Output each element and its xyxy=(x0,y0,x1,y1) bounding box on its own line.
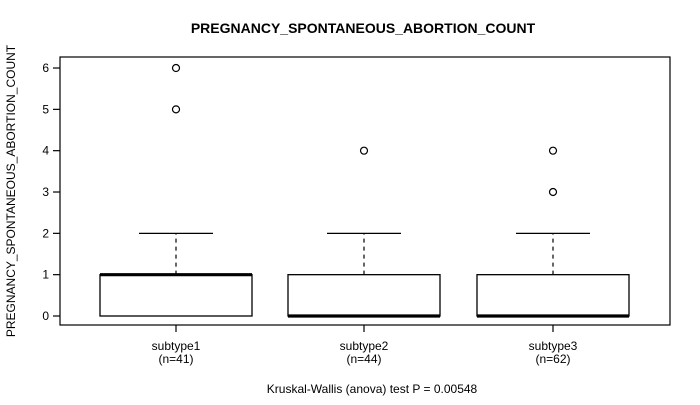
boxplot-box xyxy=(287,274,441,317)
y-tick-label: 5 xyxy=(42,102,49,116)
x-tick-sublabel: (n=44) xyxy=(346,352,381,366)
y-tick-label: 2 xyxy=(42,226,49,240)
outlier-point xyxy=(171,63,181,73)
y-axis-label: PREGNANCY_SPONTANEOUS_ABORTION_COUNT xyxy=(4,44,18,337)
x-tick-label: subtype3 xyxy=(529,339,578,353)
x-tick-sublabel: (n=62) xyxy=(535,352,570,366)
x-tick-sublabel: (n=41) xyxy=(158,352,193,366)
stat-test-caption: Kruskal-Wallis (anova) test P = 0.00548 xyxy=(267,382,478,396)
outlier-point xyxy=(171,105,181,114)
y-tick-label: 0 xyxy=(42,309,49,323)
y-tick-label: 4 xyxy=(42,144,49,158)
y-tick-label: 3 xyxy=(42,185,49,199)
y-tick-label: 1 xyxy=(42,268,49,282)
y-tick-label: 6 xyxy=(42,61,49,75)
x-tick-label: subtype1 xyxy=(152,339,201,353)
outlier-point xyxy=(359,146,369,155)
plot-border xyxy=(59,56,671,326)
boxplot-box xyxy=(99,274,253,317)
outlier-point xyxy=(548,146,558,155)
boxplot-box xyxy=(476,274,630,317)
x-tick-label: subtype2 xyxy=(340,339,389,353)
plot-area: 0 1 2 3 4 5 6 subtype1(n=41) subtype2(n=44) subty… xyxy=(42,56,671,366)
outlier-point xyxy=(548,187,558,197)
chart-title: PREGNANCY_SPONTANEOUS_ABORTION_COUNT xyxy=(191,20,536,36)
